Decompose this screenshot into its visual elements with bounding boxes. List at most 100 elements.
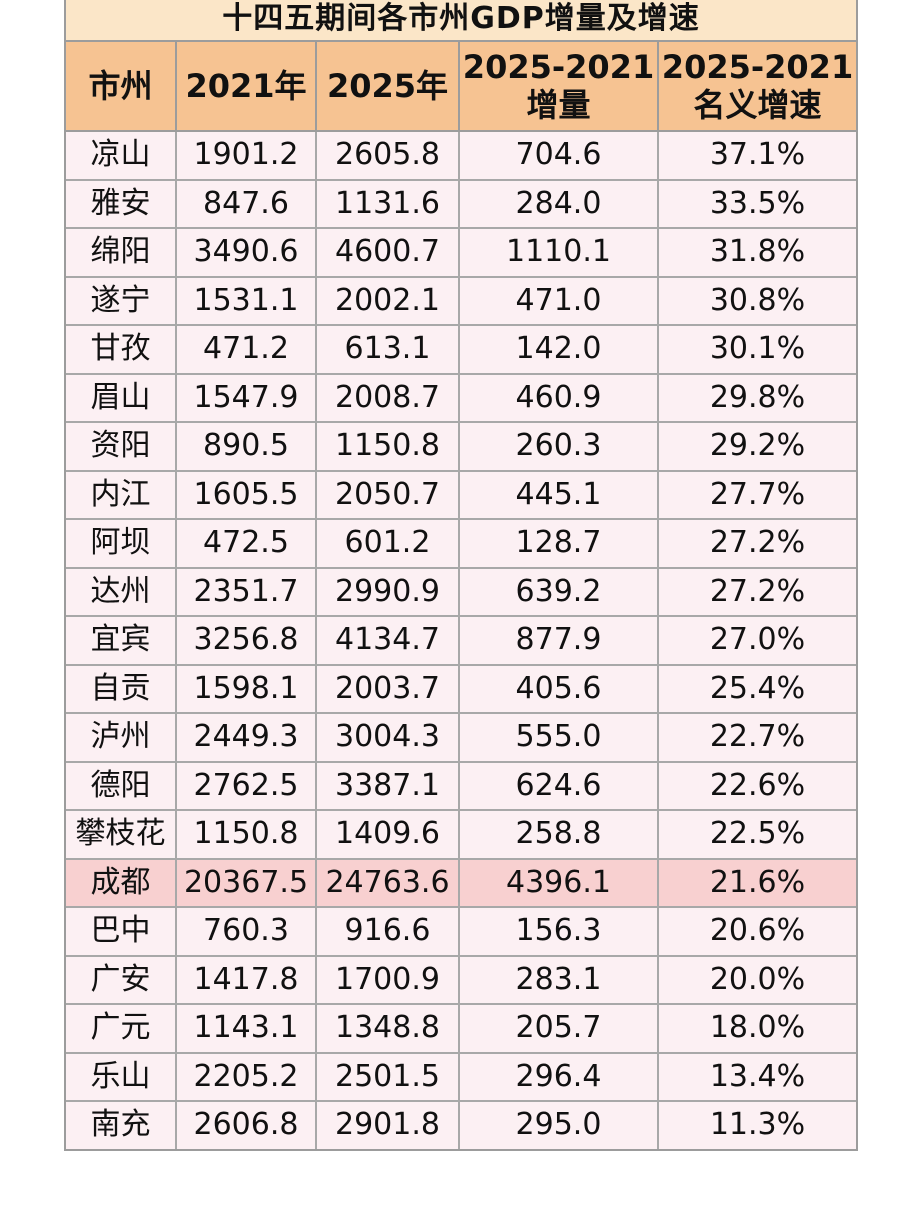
cell-gdp-2025: 2002.1: [315, 275, 460, 326]
cell-city: 凉山: [66, 130, 177, 181]
cell-growth: 21.6%: [657, 857, 856, 908]
cell-gdp-2021: 3490.6: [175, 227, 317, 278]
cell-increment: 877.9: [458, 615, 659, 666]
table-row: 泸州 2449.3 3004.3 555.0 22.7%: [66, 712, 856, 763]
table-body: 凉山 1901.2 2605.8 704.6 37.1% 雅安 847.6 1131.6 284…: [66, 130, 856, 1149]
cell-gdp-2021: 2449.3: [175, 712, 317, 763]
cell-city: 眉山: [66, 372, 177, 423]
table-row: 雅安 847.6 1131.6 284.0 33.5%: [66, 178, 856, 229]
cell-city: 广元: [66, 1003, 177, 1054]
cell-city: 广安: [66, 954, 177, 1005]
cell-increment: 704.6: [458, 130, 659, 181]
header-2021: 2021年: [175, 42, 317, 132]
cell-gdp-2021: 1143.1: [175, 1003, 317, 1054]
cell-growth: 20.0%: [657, 954, 856, 1005]
cell-increment: 258.8: [458, 809, 659, 860]
header-city-label: 市州: [88, 67, 153, 105]
table-row: 阿坝 472.5 601.2 128.7 27.2%: [66, 518, 856, 569]
cell-gdp-2021: 1901.2: [175, 130, 317, 181]
cell-city: 攀枝花: [66, 809, 177, 860]
table-row: 成都 20367.5 24763.6 4396.1 21.6%: [66, 857, 856, 908]
cell-gdp-2025: 2990.9: [315, 566, 460, 617]
cell-gdp-2021: 472.5: [175, 518, 317, 569]
table-row: 广安 1417.8 1700.9 283.1 20.0%: [66, 954, 856, 1005]
cell-growth: 22.6%: [657, 760, 856, 811]
cell-gdp-2025: 3387.1: [315, 760, 460, 811]
cell-gdp-2025: 2901.8: [315, 1100, 460, 1149]
cell-increment: 260.3: [458, 421, 659, 472]
cell-gdp-2025: 2050.7: [315, 469, 460, 520]
table-row: 达州 2351.7 2990.9 639.2 27.2%: [66, 566, 856, 617]
header-city: 市州: [66, 42, 177, 132]
header-2021-label: 2021年: [185, 67, 307, 105]
header-growth: 2025-2021 名义增速: [657, 42, 856, 132]
cell-gdp-2025: 4600.7: [315, 227, 460, 278]
cell-gdp-2021: 2351.7: [175, 566, 317, 617]
cell-gdp-2021: 2762.5: [175, 760, 317, 811]
header-2025: 2025年: [315, 42, 460, 132]
cell-gdp-2021: 471.2: [175, 324, 317, 375]
cell-city: 阿坝: [66, 518, 177, 569]
cell-growth: 33.5%: [657, 178, 856, 229]
cell-city: 遂宁: [66, 275, 177, 326]
cell-gdp-2021: 890.5: [175, 421, 317, 472]
cell-growth: 29.8%: [657, 372, 856, 423]
header-increment-line2: 增量: [526, 86, 591, 124]
cell-gdp-2025: 1409.6: [315, 809, 460, 860]
table-row: 遂宁 1531.1 2002.1 471.0 30.8%: [66, 275, 856, 326]
cell-gdp-2025: 4134.7: [315, 615, 460, 666]
cell-increment: 295.0: [458, 1100, 659, 1149]
cell-increment: 296.4: [458, 1051, 659, 1102]
cell-city: 南充: [66, 1100, 177, 1149]
cell-growth: 13.4%: [657, 1051, 856, 1102]
cell-gdp-2025: 916.6: [315, 906, 460, 957]
cell-growth: 22.5%: [657, 809, 856, 860]
table-row: 巴中 760.3 916.6 156.3 20.6%: [66, 906, 856, 957]
header-2025-label: 2025年: [326, 67, 449, 105]
cell-city: 泸州: [66, 712, 177, 763]
table-row: 凉山 1901.2 2605.8 704.6 37.1%: [66, 130, 856, 181]
cell-gdp-2021: 2606.8: [175, 1100, 317, 1149]
cell-increment: 405.6: [458, 663, 659, 714]
cell-gdp-2025: 1150.8: [315, 421, 460, 472]
cell-gdp-2021: 847.6: [175, 178, 317, 229]
cell-growth: 20.6%: [657, 906, 856, 957]
cell-gdp-2021: 1150.8: [175, 809, 317, 860]
cell-increment: 205.7: [458, 1003, 659, 1054]
cell-increment: 1110.1: [458, 227, 659, 278]
header-growth-line2: 名义增速: [693, 86, 822, 124]
table-title: 十四五期间各市州GDP增量及增速: [66, 0, 856, 42]
cell-growth: 27.2%: [657, 566, 856, 617]
table-row: 自贡 1598.1 2003.7 405.6 25.4%: [66, 663, 856, 714]
table-row: 资阳 890.5 1150.8 260.3 29.2%: [66, 421, 856, 472]
cell-city: 达州: [66, 566, 177, 617]
cell-gdp-2025: 2501.5: [315, 1051, 460, 1102]
table-row: 眉山 1547.9 2008.7 460.9 29.8%: [66, 372, 856, 423]
cell-city: 自贡: [66, 663, 177, 714]
table-row: 广元 1143.1 1348.8 205.7 18.0%: [66, 1003, 856, 1054]
cell-gdp-2021: 1547.9: [175, 372, 317, 423]
cell-gdp-2025: 2605.8: [315, 130, 460, 181]
cell-gdp-2021: 1417.8: [175, 954, 317, 1005]
cell-gdp-2021: 3256.8: [175, 615, 317, 666]
cell-gdp-2025: 2003.7: [315, 663, 460, 714]
cell-increment: 4396.1: [458, 857, 659, 908]
cell-increment: 128.7: [458, 518, 659, 569]
cell-growth: 30.1%: [657, 324, 856, 375]
table-row: 乐山 2205.2 2501.5 296.4 13.4%: [66, 1051, 856, 1102]
cell-growth: 11.3%: [657, 1100, 856, 1149]
cell-growth: 27.2%: [657, 518, 856, 569]
header-increment-line1: 2025-2021: [462, 48, 655, 86]
cell-gdp-2021: 1531.1: [175, 275, 317, 326]
cell-city: 巴中: [66, 906, 177, 957]
gdp-table-sheet: 十四五期间各市州GDP增量及增速 市州 2021年 2025年 2025-202…: [64, 0, 858, 1151]
cell-increment: 283.1: [458, 954, 659, 1005]
cell-growth: 27.7%: [657, 469, 856, 520]
cell-gdp-2025: 601.2: [315, 518, 460, 569]
cell-gdp-2021: 1605.5: [175, 469, 317, 520]
table-row: 德阳 2762.5 3387.1 624.6 22.6%: [66, 760, 856, 811]
cell-increment: 284.0: [458, 178, 659, 229]
cell-city: 绵阳: [66, 227, 177, 278]
cell-city: 甘孜: [66, 324, 177, 375]
cell-gdp-2025: 613.1: [315, 324, 460, 375]
